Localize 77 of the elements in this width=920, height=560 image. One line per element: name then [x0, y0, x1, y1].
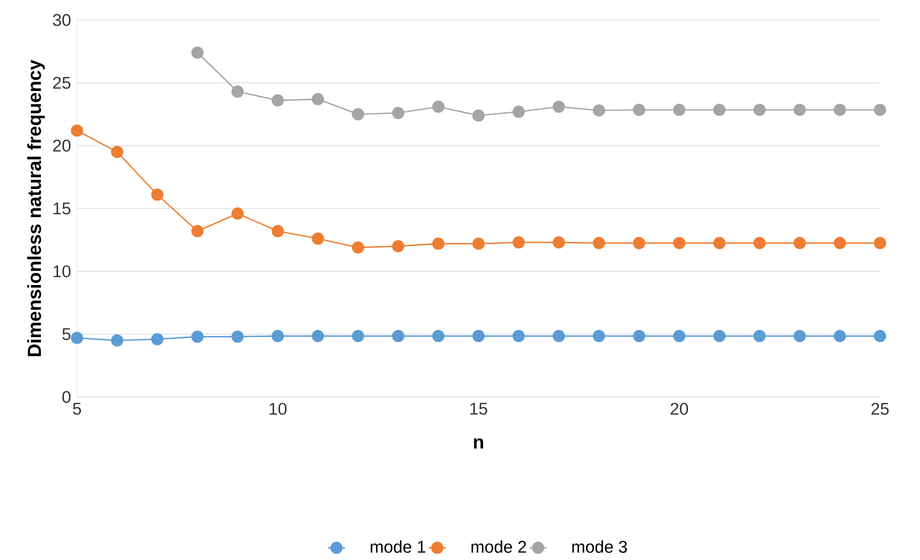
y-tick-label: 30	[52, 14, 70, 26]
point	[272, 94, 284, 107]
point	[392, 106, 404, 120]
point	[432, 100, 444, 113]
point	[592, 104, 606, 117]
point	[512, 330, 525, 342]
point	[231, 86, 244, 98]
point	[632, 104, 646, 116]
y-tick-label: 5	[62, 328, 70, 340]
legend-label: mode 1	[370, 540, 426, 553]
point	[312, 330, 324, 342]
x-tick-label: 15	[470, 402, 488, 415]
point	[231, 330, 244, 343]
y-tick-label: 25	[53, 76, 70, 89]
point	[432, 330, 444, 342]
point	[713, 236, 726, 250]
x-axis-title: n	[474, 438, 484, 449]
point	[352, 330, 364, 342]
point	[392, 330, 404, 342]
point	[151, 333, 164, 346]
point	[312, 93, 324, 106]
point	[191, 224, 204, 238]
point	[312, 232, 324, 245]
x-tick-label: 20	[670, 402, 688, 415]
point	[392, 240, 404, 252]
y-axis-title: Dimensionless natural frequency	[27, 60, 45, 356]
point	[713, 104, 726, 116]
point	[834, 330, 846, 342]
point	[713, 330, 726, 342]
x-tick-label: 5	[72, 402, 81, 415]
point	[552, 236, 565, 249]
point	[552, 100, 565, 113]
point	[794, 236, 806, 250]
point	[70, 124, 84, 137]
point	[512, 106, 525, 118]
point	[874, 236, 886, 250]
y-tick-label: 10	[54, 265, 70, 278]
point	[191, 330, 204, 343]
legend-label: mode 3	[572, 540, 627, 553]
y-tick-label: 20	[53, 140, 70, 152]
point	[111, 334, 124, 347]
point	[632, 236, 646, 250]
point	[512, 236, 525, 249]
point	[632, 330, 646, 342]
x-tick-label: 10	[270, 402, 287, 415]
point	[794, 330, 806, 342]
point	[834, 236, 846, 250]
point	[151, 188, 164, 201]
point	[753, 236, 766, 250]
point	[673, 330, 686, 342]
point	[753, 330, 766, 342]
point	[472, 238, 485, 250]
point	[111, 146, 124, 158]
point	[753, 104, 766, 116]
point	[272, 224, 284, 238]
point	[472, 109, 485, 122]
point	[874, 330, 886, 342]
point	[834, 104, 846, 116]
point	[231, 207, 244, 220]
point	[472, 330, 485, 342]
point	[592, 330, 606, 342]
x-tick-label: 25	[871, 402, 889, 415]
legend-label: mode 2	[472, 540, 526, 553]
y-tick-label: 15	[54, 202, 70, 214]
point	[70, 332, 84, 344]
point	[673, 104, 686, 116]
point	[552, 330, 565, 342]
point	[794, 104, 806, 116]
point	[432, 238, 444, 250]
point	[874, 104, 886, 116]
point	[191, 46, 204, 59]
point	[592, 236, 606, 250]
y-tick-label: 0	[62, 391, 70, 403]
point	[352, 108, 364, 120]
point	[352, 241, 364, 254]
point	[673, 236, 686, 250]
point	[272, 330, 284, 342]
